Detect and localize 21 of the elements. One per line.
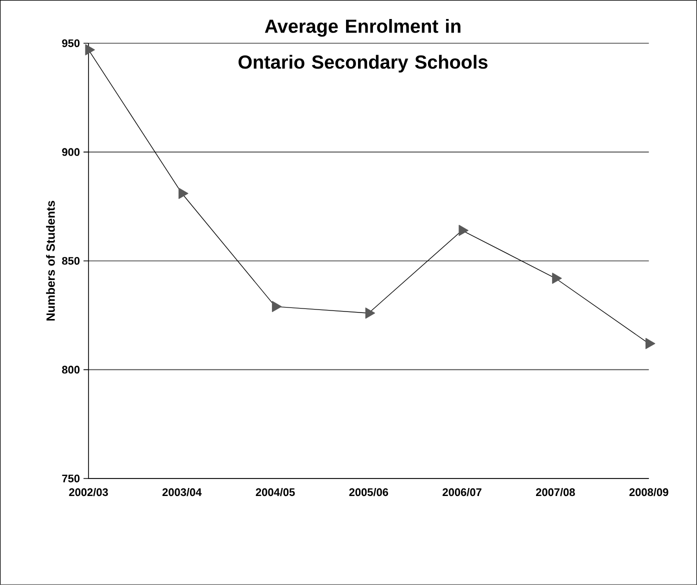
y-tick-label: 850 — [62, 257, 80, 265]
y-tick-label: 800 — [62, 366, 80, 374]
point — [458, 224, 468, 236]
point — [552, 272, 562, 284]
point — [645, 338, 656, 350]
x-tick-label: 2005/06 — [349, 488, 388, 496]
y-tick-label: 750 — [62, 474, 80, 482]
chart-title: Average Enrolment in Ontario Secondary Schools — [238, 19, 488, 73]
x-tick-label: 2007/08 — [536, 488, 575, 496]
x-tick-label: 2003/04 — [162, 488, 202, 496]
point — [178, 188, 188, 199]
point — [365, 308, 376, 319]
y-tick-label: 950 — [62, 39, 80, 48]
x-tick-label: 2008/09 — [629, 488, 668, 496]
point — [85, 44, 95, 56]
x-tick-label: 2006/07 — [442, 488, 482, 496]
x-tick-label: 2004/05 — [256, 488, 295, 496]
x-tick-label: 2002/03 — [69, 488, 108, 496]
y-axis-title: Numbers of Students — [46, 200, 55, 321]
point — [272, 301, 282, 312]
y-tick-label: 900 — [62, 148, 80, 156]
